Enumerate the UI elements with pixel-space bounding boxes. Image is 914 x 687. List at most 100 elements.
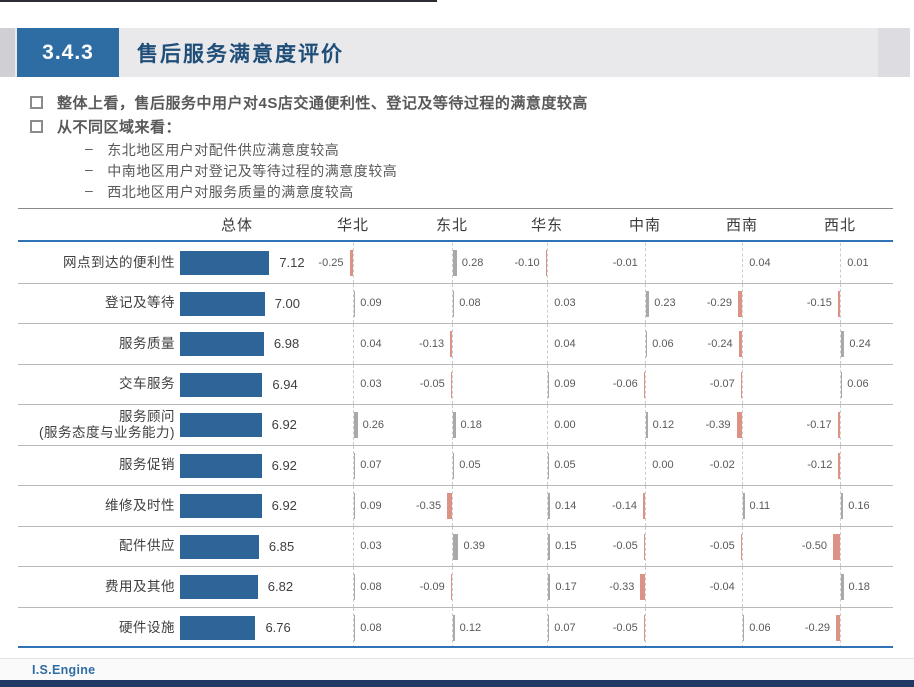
region-axis: [353, 364, 354, 404]
region-axis: [547, 283, 548, 323]
total-bar: [180, 494, 262, 518]
row-label: 服务促销: [119, 457, 175, 473]
table-row: 交车服务 6.94 0.03 -0.05 0.09 -0.06 -0.07 0.06: [18, 364, 893, 405]
table-body: 网点到达的便利性 7.12 -0.25 0.28 -0.10 -0.01 0.04 0.01 登…: [18, 243, 893, 648]
region-delta-value: 0.06: [749, 621, 771, 634]
region-delta-value: -0.35: [416, 499, 442, 512]
sub-bullet-item: – 东北地区用户对配件供应满意度较高: [85, 140, 339, 160]
column-header-中南: 中南: [628, 217, 662, 234]
region-axis: [645, 405, 646, 445]
region-delta-value: 0.28: [461, 256, 484, 269]
row-label: 费用及其他: [105, 578, 175, 594]
region-delta-bar: [453, 452, 455, 479]
table-row: 配件供应 6.85 0.03 0.39 0.15 -0.05 -0.05 -0.50: [18, 526, 893, 567]
region-delta-value: -0.14: [611, 499, 638, 512]
region-delta-bar: [545, 250, 547, 276]
total-bar: [180, 534, 259, 559]
region-delta-value: 0.04: [360, 337, 382, 350]
region-delta-value: 0.01: [847, 256, 869, 269]
region-axis: [645, 607, 646, 648]
region-delta-bar: [453, 614, 455, 641]
bullet-text: 整体上看，售后服务中用户对4S店交通便利性、登记及等待过程的满意度较高: [57, 95, 588, 112]
region-delta-value: -0.24: [707, 337, 733, 350]
region-delta-value: -0.04: [709, 580, 735, 593]
footer-zone: [0, 659, 914, 680]
satisfaction-chart-table: 总体 华北 东北 华东 中南 西南 西北 网点到达的便利性 7.12 -0.25 0.28 -0.1…: [18, 208, 893, 648]
top-edge-line: [0, 0, 437, 2]
region-delta-value: -0.33: [609, 580, 635, 593]
square-bullet-icon: [30, 120, 43, 133]
region-delta-bar: [450, 574, 452, 600]
region-delta-bar: [837, 290, 840, 317]
region-delta-value: 0.11: [749, 499, 771, 512]
region-delta-value: 0.12: [652, 418, 675, 431]
region-axis: [840, 445, 841, 485]
region-axis: [452, 243, 453, 283]
region-delta-value: 0.00: [652, 459, 674, 472]
region-delta-bar: [548, 493, 550, 519]
row-label: 交车服务: [119, 376, 175, 392]
region-delta-value: -0.05: [612, 621, 638, 634]
dash-bullet-icon: –: [85, 140, 94, 156]
region-delta-value: 0.17: [555, 580, 577, 593]
region-axis: [452, 445, 453, 485]
region-delta-bar: [841, 371, 843, 398]
region-delta-bar: [354, 412, 358, 438]
region-delta-bar: [453, 250, 457, 276]
region-axis: [742, 486, 743, 526]
region-delta-bar: [835, 614, 840, 641]
region-delta-value: 0.04: [749, 256, 771, 269]
region-delta-bar: [548, 452, 550, 479]
region-delta-value: 0.12: [459, 621, 482, 634]
region-delta-value: 0.26: [362, 418, 385, 431]
region-delta-value: 0.05: [554, 459, 576, 472]
region-delta-value: 0.16: [848, 499, 870, 512]
region-axis: [742, 567, 743, 607]
region-delta-value: -0.02: [709, 459, 735, 472]
region-delta-bar: [354, 452, 356, 479]
region-axis: [645, 364, 646, 404]
region-delta-value: -0.39: [705, 418, 731, 431]
region-axis: [452, 364, 453, 404]
region-axis: [840, 526, 841, 566]
table-row: 服务质量 6.98 0.04 -0.13 0.04 0.06 -0.24 0.24: [18, 324, 893, 365]
region-axis: [840, 486, 841, 526]
region-delta-value: -0.05: [419, 378, 445, 391]
region-axis: [452, 324, 453, 364]
region-delta-bar: [837, 412, 840, 438]
region-delta-bar: [740, 371, 742, 398]
region-delta-value: 0.00: [554, 418, 576, 431]
region-axis: [452, 607, 453, 648]
region-delta-value: -0.05: [612, 540, 638, 553]
table-row: 硬件设施 6.76 0.08 0.12 0.07 -0.05 0.06 -0.29: [18, 607, 893, 648]
region-delta-bar: [736, 412, 742, 438]
total-bar: [180, 372, 263, 397]
sub-bullet-text: 中南地区用户对登记及等待过程的满意度较高: [107, 163, 398, 179]
region-delta-value: -0.50: [801, 540, 827, 553]
region-axis: [547, 486, 548, 526]
region-delta-bar: [354, 614, 356, 641]
region-axis: [645, 567, 646, 607]
region-delta-bar: [643, 371, 645, 398]
region-delta-value: 0.09: [360, 297, 382, 310]
region-axis: [547, 324, 548, 364]
bullet-text: 从不同区域来看：: [57, 119, 182, 136]
region-axis: [742, 445, 743, 485]
region-delta-bar: [548, 614, 550, 641]
region-delta-bar: [450, 371, 452, 398]
region-axis: [645, 526, 646, 566]
region-delta-value: 0.39: [463, 540, 485, 553]
table-top-rule: [18, 208, 893, 209]
region-delta-value: 0.04: [554, 337, 576, 350]
region-axis: [840, 324, 841, 364]
region-axis: [353, 243, 354, 283]
region-axis: [840, 283, 841, 323]
region-delta-bar: [548, 533, 551, 560]
region-delta-value: -0.06: [612, 378, 638, 391]
region-delta-bar: [453, 533, 459, 560]
sub-bullet-item: – 中南地区用户对登记及等待过程的满意度较高: [85, 161, 397, 181]
row-label: 登记及等待: [105, 295, 175, 311]
dash-bullet-icon: –: [85, 161, 94, 177]
total-value: 6.76: [265, 620, 291, 636]
region-axis: [742, 243, 743, 283]
